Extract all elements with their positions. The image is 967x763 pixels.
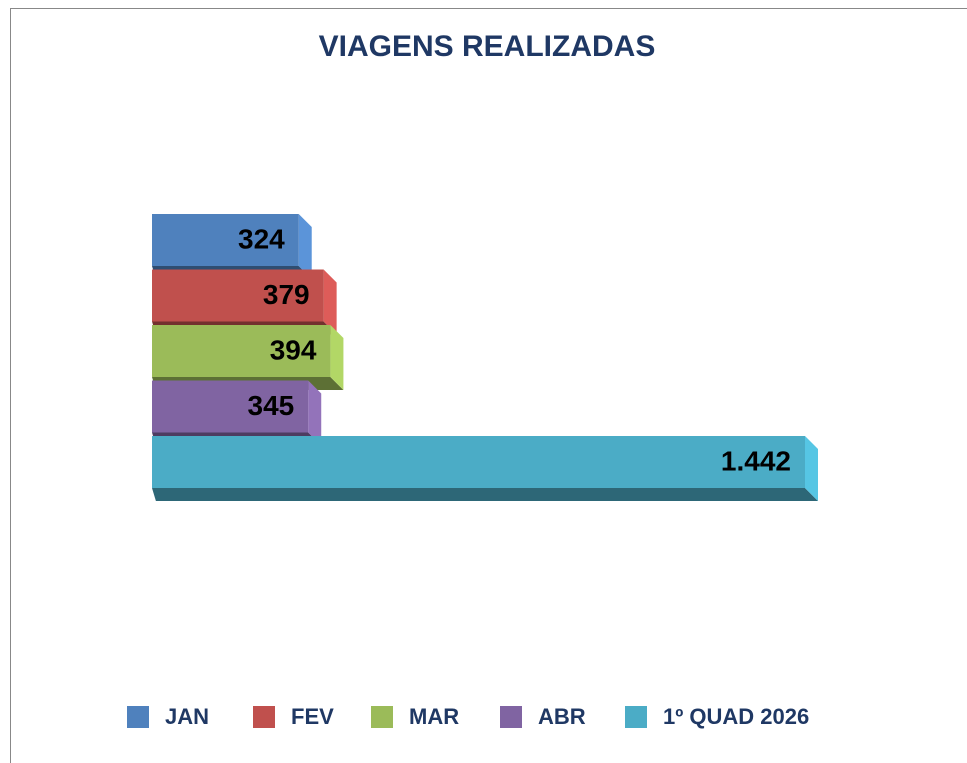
data-label: 394 <box>270 334 317 365</box>
bar <box>152 325 331 377</box>
legend-label: FEV <box>291 704 334 729</box>
data-label: 1.442 <box>721 445 791 476</box>
legend-swatch <box>371 706 393 728</box>
bar <box>152 269 324 322</box>
data-label: 379 <box>263 279 310 310</box>
legend-label: ABR <box>538 704 586 729</box>
data-label: 345 <box>248 390 295 421</box>
bar-bottom-face <box>152 488 818 501</box>
data-label: 324 <box>238 223 285 254</box>
legend-swatch <box>625 706 647 728</box>
chart-title: VIAGENS REALIZADAS <box>319 30 656 63</box>
legend-label: JAN <box>165 704 209 729</box>
bar-side-face <box>805 436 818 501</box>
legend-swatch <box>253 706 275 728</box>
bar <box>152 436 805 488</box>
legend-swatch <box>127 706 149 728</box>
legend-swatch <box>500 706 522 728</box>
legend-label: MAR <box>409 704 459 729</box>
legend-label: 1º QUAD 2026 <box>663 704 809 729</box>
bar <box>152 380 309 433</box>
bar-side-face <box>298 214 312 279</box>
bar-side-face <box>308 380 322 446</box>
bar-side-face <box>330 325 344 390</box>
bar <box>152 214 299 266</box>
bar-side-face <box>323 269 337 335</box>
